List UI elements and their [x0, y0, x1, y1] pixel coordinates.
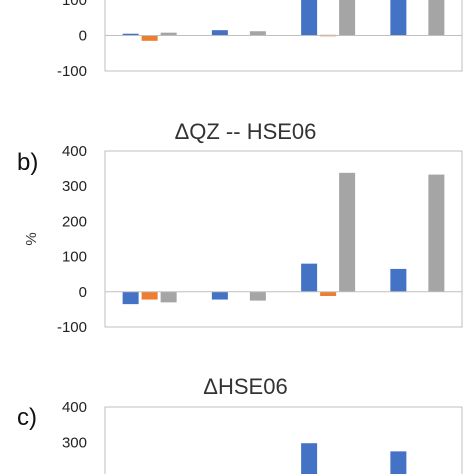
panel-title: ΔHSE06 — [203, 374, 287, 399]
bar-series-3 — [249, 31, 266, 36]
bar-series-3 — [428, 0, 445, 36]
plot-area-3 — [104, 406, 463, 474]
bar-series-1 — [301, 0, 318, 36]
plot-area-2 — [104, 150, 463, 328]
bar-series-3 — [249, 291, 266, 301]
bar-series-1 — [301, 263, 318, 292]
bar-series-3 — [339, 0, 356, 36]
bar-series-2 — [320, 291, 337, 297]
panel-label: b) — [17, 149, 38, 176]
panel-title: ΔQZ -- HSE06 — [175, 119, 317, 144]
bar-series-3 — [160, 32, 177, 36]
y-tick-label: 200 — [62, 213, 87, 230]
bar-series-3 — [428, 174, 445, 292]
y-axis-label: % — [23, 232, 40, 245]
bar-series-1 — [301, 443, 318, 474]
y-tick-label: 100 — [62, 249, 87, 266]
bar-series-1 — [122, 291, 139, 305]
y-tick-label: -100 — [57, 63, 87, 80]
bar-series-1 — [211, 291, 228, 300]
y-tick-label: -100 — [57, 319, 87, 336]
bar-series-1 — [390, 451, 407, 474]
plot-area-1 — [104, 0, 463, 72]
bar-series-1 — [211, 30, 228, 36]
y-tick-label: 400 — [62, 399, 87, 416]
bar-series-3 — [339, 172, 356, 292]
bar-series-1 — [390, 268, 407, 292]
bar-series-2 — [141, 35, 158, 41]
y-tick-label: 300 — [62, 178, 87, 195]
y-tick-label: 100 — [62, 0, 87, 9]
bar-series-3 — [160, 291, 177, 303]
bar-series-2 — [141, 291, 158, 300]
y-tick-label: 300 — [62, 435, 87, 452]
bar-series-1 — [390, 0, 407, 36]
y-tick-label: 0 — [79, 284, 87, 301]
y-tick-label: 0 — [79, 28, 87, 45]
y-tick-label: 400 — [62, 143, 87, 160]
bar-series-1 — [122, 33, 139, 36]
panel-label: c) — [17, 404, 37, 431]
